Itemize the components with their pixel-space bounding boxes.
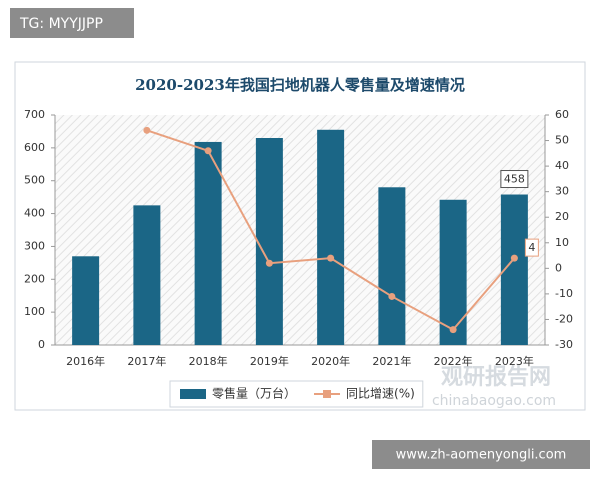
y-tick-label: 300 [24,239,45,252]
bar [439,199,467,345]
y2-tick-label: -20 [555,312,573,325]
y-tick-label: 0 [38,338,45,351]
x-tick-label: 2020年 [311,354,350,368]
legend-swatch [180,389,206,399]
line-point [510,254,518,262]
y2-tick-label: -30 [555,338,573,351]
data-label-box [500,170,529,189]
bar [72,256,100,345]
y2-tick-label: 30 [555,185,569,198]
x-tick-label: 2017年 [127,354,166,368]
y2-tick-label: 0 [555,261,562,274]
x-tick-label: 2016年 [66,354,105,368]
y2-tick-label: 40 [555,159,569,172]
watermark-name: 观研报告网 [441,365,551,390]
y-tick-label: 200 [24,272,45,285]
x-tick-label: 2023年 [495,354,534,368]
x-tick-label: 2022年 [434,354,473,368]
bar [194,141,222,345]
line-point [388,292,396,300]
site-box [372,440,590,469]
watermark-url: chinabaogao.com [432,393,556,409]
y2-tick-label: 50 [555,134,569,147]
tag-box [10,8,134,38]
line-point [143,126,151,134]
line-point [449,326,457,334]
data-label: 458 [504,173,525,186]
y-tick-label: 700 [24,108,45,121]
line-point [327,254,335,262]
bar [255,138,283,345]
site-text: www.zh-aomenyongli.com [396,448,567,463]
bar [317,129,345,345]
y2-tick-label: 60 [555,108,569,121]
y-tick-label: 100 [24,305,45,318]
x-tick-label: 2019年 [250,354,289,368]
data-label: 4 [528,241,535,254]
y2-tick-label: -10 [555,287,573,300]
legend-label: 零售量（万台） [212,386,296,401]
data-label-box [524,238,539,257]
y2-tick-label: 10 [555,236,569,249]
bar [378,187,406,345]
plot-area [55,115,545,345]
y-tick-label: 500 [24,174,45,187]
chart-title: 2020-2023年我国扫地机器人零售量及增速情况 [135,76,465,94]
bar [133,205,161,345]
tag-text: TG: MYYJJPP [19,16,103,32]
x-tick-label: 2021年 [372,354,411,368]
legend-label: 同比增速(%) [346,387,415,401]
legend-marker [323,390,332,398]
x-tick-label: 2018年 [189,354,228,368]
y-tick-label: 400 [24,207,45,220]
legend-box [169,380,424,408]
y2-tick-label: 20 [555,210,569,223]
line-point [265,259,273,267]
y-tick-label: 600 [24,141,45,154]
line-point [204,147,212,155]
